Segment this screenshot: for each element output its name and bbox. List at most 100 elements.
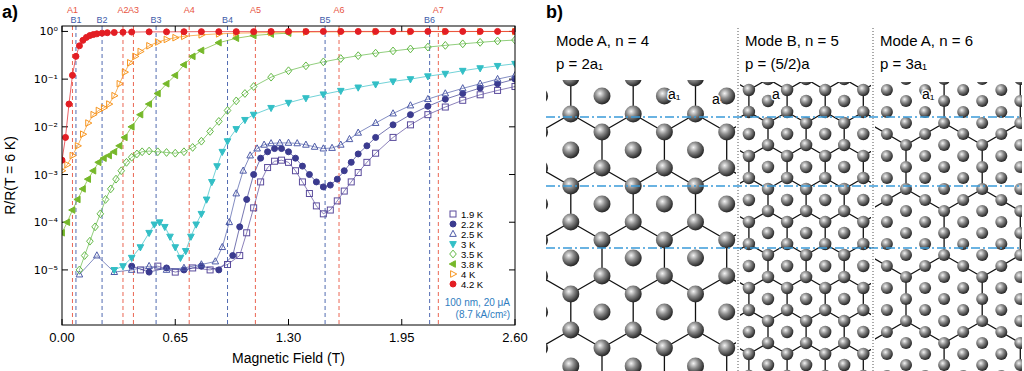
sphere <box>718 304 735 321</box>
sphere <box>819 150 831 162</box>
sphere <box>743 128 755 140</box>
data-point <box>224 139 231 145</box>
data-point <box>251 172 257 178</box>
sphere <box>900 82 912 85</box>
data-point <box>327 182 333 188</box>
sphere <box>743 194 755 206</box>
sphere <box>781 260 793 272</box>
sphere <box>957 370 969 371</box>
data-point <box>121 134 127 141</box>
data-point <box>198 261 205 267</box>
sphere <box>857 216 869 228</box>
lattice <box>875 82 1022 371</box>
legend-marker <box>450 221 456 227</box>
sphere <box>919 282 931 294</box>
data-point <box>355 52 362 60</box>
sphere <box>800 337 812 349</box>
data-point <box>172 269 178 275</box>
data-point <box>372 49 379 57</box>
data-point <box>198 29 204 35</box>
sphere <box>762 227 774 239</box>
note: (8.7 kA/cm²) <box>456 309 510 320</box>
y-tick <box>509 126 515 127</box>
sphere <box>900 205 912 217</box>
legend-marker <box>450 230 457 236</box>
data-point <box>425 43 432 51</box>
sphere <box>857 194 869 206</box>
x-tick-label: 1.95 <box>389 330 414 345</box>
sphere <box>743 150 755 162</box>
data-point <box>102 196 109 204</box>
sphere <box>919 172 931 184</box>
guide-line <box>438 26 439 325</box>
separator <box>738 28 739 371</box>
sphere <box>656 340 673 357</box>
sphere <box>819 304 831 316</box>
data-point <box>129 29 135 35</box>
data-point <box>477 28 483 34</box>
sphere <box>800 227 812 239</box>
data-point <box>137 245 144 251</box>
lattice <box>740 82 871 371</box>
sphere <box>838 271 850 283</box>
data-point <box>111 268 118 274</box>
sphere <box>1014 271 1022 283</box>
sphere <box>687 214 704 231</box>
data-point <box>313 203 319 209</box>
sphere <box>995 348 1007 360</box>
sphere <box>957 150 969 162</box>
data-point <box>63 219 69 226</box>
data-point <box>116 143 122 150</box>
data-point <box>120 29 126 35</box>
guide-label: B6 <box>424 15 435 25</box>
sphere <box>881 172 893 184</box>
data-point <box>442 90 449 96</box>
data-point <box>233 97 240 105</box>
sphere <box>1014 95 1022 107</box>
sphere <box>938 95 950 107</box>
data-point <box>180 61 186 68</box>
data-point <box>104 30 110 36</box>
data-point <box>286 29 292 35</box>
sphere <box>562 106 579 123</box>
data-point <box>207 128 214 136</box>
data-point <box>285 139 292 145</box>
sphere <box>819 282 831 294</box>
data-point <box>478 28 484 35</box>
sphere <box>1014 82 1022 85</box>
data-point <box>230 253 236 259</box>
sphere <box>919 326 931 338</box>
data-point <box>460 97 466 103</box>
sphere <box>976 161 988 173</box>
sphere <box>687 286 704 303</box>
sphere <box>857 348 869 360</box>
sphere <box>838 249 850 261</box>
lattice-label: a₁ <box>668 86 681 102</box>
data-point <box>443 28 449 35</box>
sphere <box>838 139 850 151</box>
data-point <box>247 152 254 158</box>
sphere <box>819 84 831 96</box>
legend-marker <box>450 211 456 217</box>
series-line <box>132 79 515 272</box>
sphere <box>995 326 1007 338</box>
data-point <box>146 230 153 236</box>
sphere <box>781 348 793 360</box>
data-point <box>237 224 243 230</box>
data-point <box>311 143 318 149</box>
data-point <box>111 29 117 35</box>
sphere <box>562 142 579 159</box>
sphere <box>781 370 793 371</box>
data-point <box>163 149 170 157</box>
y-tick <box>62 174 68 175</box>
data-point <box>286 149 292 155</box>
data-point <box>120 264 127 270</box>
series-line <box>140 87 515 273</box>
y-tick-label: 10⁰ <box>40 25 59 38</box>
data-point <box>254 145 261 151</box>
data-point <box>373 28 379 35</box>
sphere <box>857 304 869 316</box>
guide-line <box>227 26 228 325</box>
data-point <box>216 117 223 125</box>
data-point <box>442 71 449 77</box>
